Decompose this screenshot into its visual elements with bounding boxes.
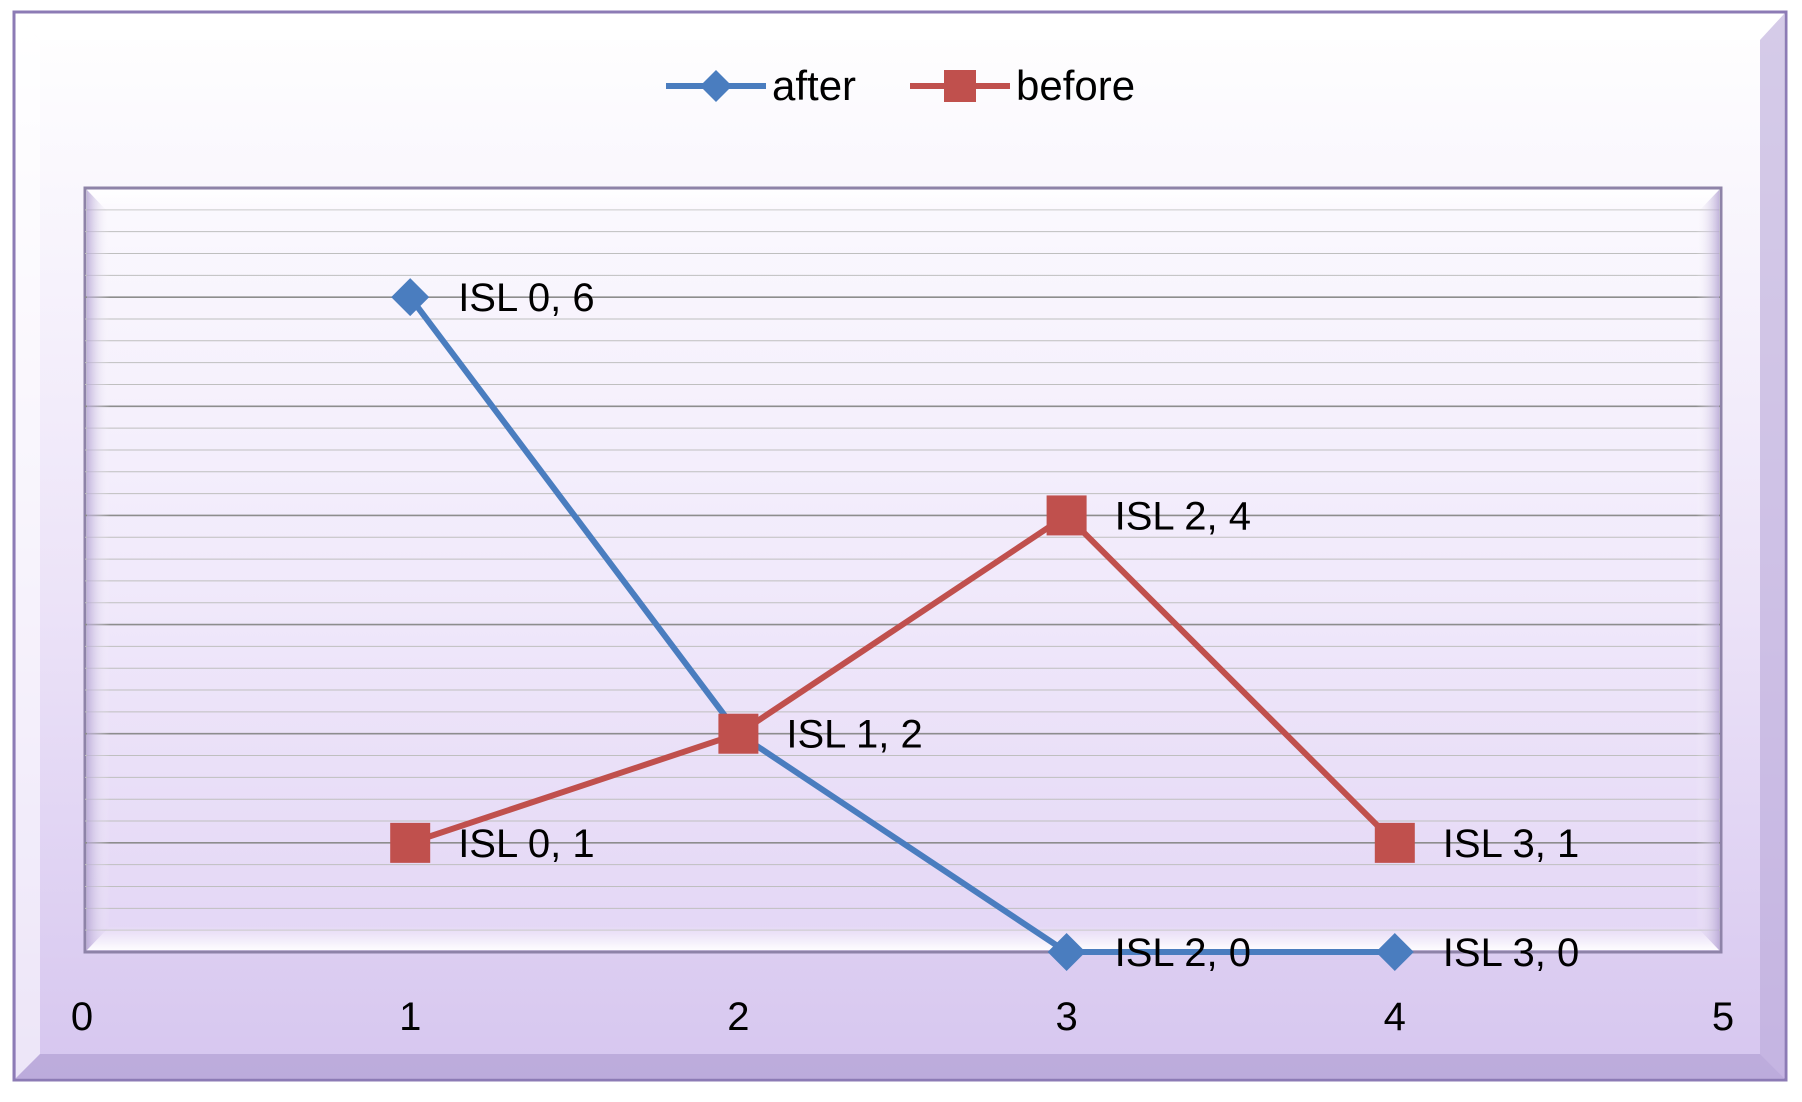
data-label-before-2: ISL 2, 4 (1115, 494, 1251, 538)
series-line-before (409, 512, 1397, 846)
data-point-after-0 (391, 278, 430, 317)
series-layer (390, 278, 1415, 971)
series-line-after (407, 295, 1395, 955)
chart-area-bevel-top (16, 14, 1784, 40)
plot-area-bevel-left (87, 190, 110, 950)
plot-area-bevel-bottom (87, 926, 1719, 950)
plot-area-bevel-top (87, 190, 1719, 214)
legend-marker-before (944, 70, 976, 102)
gridlines (85, 209, 1720, 931)
x-tick-label: 4 (1384, 995, 1406, 1039)
chart-area-bevel-right (1760, 14, 1784, 1078)
data-point-before-0 (390, 822, 431, 863)
data-point-before-1 (718, 713, 759, 754)
x-tick-label: 2 (727, 995, 749, 1039)
legend-label-after: after (772, 62, 856, 109)
data-label-before-1: ISL 1, 2 (786, 713, 922, 757)
plot-area (83, 186, 1723, 954)
x-tick-label: 1 (399, 995, 421, 1039)
data-point-before-3 (1374, 822, 1415, 863)
legend-label-before: before (1016, 62, 1135, 109)
plot-area-bevel-right (1696, 190, 1719, 950)
data-point-after-2 (1047, 933, 1086, 971)
x-tick-label: 3 (1055, 995, 1077, 1039)
x-tick-label: 5 (1712, 995, 1734, 1039)
data-point-before-2 (1046, 495, 1087, 536)
data-label-before-0: ISL 0, 1 (458, 822, 594, 866)
x-axis-ticks: 0 1 2 3 4 5 (71, 995, 1734, 1039)
data-label-after-2: ISL 2, 0 (1115, 931, 1251, 975)
chart-area-bevel-bottom (16, 1054, 1784, 1078)
legend-marker-after (700, 70, 732, 102)
data-label-before-3: ISL 3, 1 (1443, 822, 1579, 866)
legend: after before (666, 62, 1135, 109)
data-point-after-3 (1375, 933, 1414, 971)
data-label-after-0: ISL 0, 6 (458, 276, 594, 320)
data-labels: ISL 0, 6 ISL 2, 0 ISL 3, 0 ISL 0, 1 ISL 1, 2… (458, 276, 1579, 975)
chart-area-bevel-left (16, 14, 40, 1078)
x-tick-label: 0 (71, 995, 93, 1039)
data-label-after-3: ISL 3, 0 (1443, 931, 1579, 975)
